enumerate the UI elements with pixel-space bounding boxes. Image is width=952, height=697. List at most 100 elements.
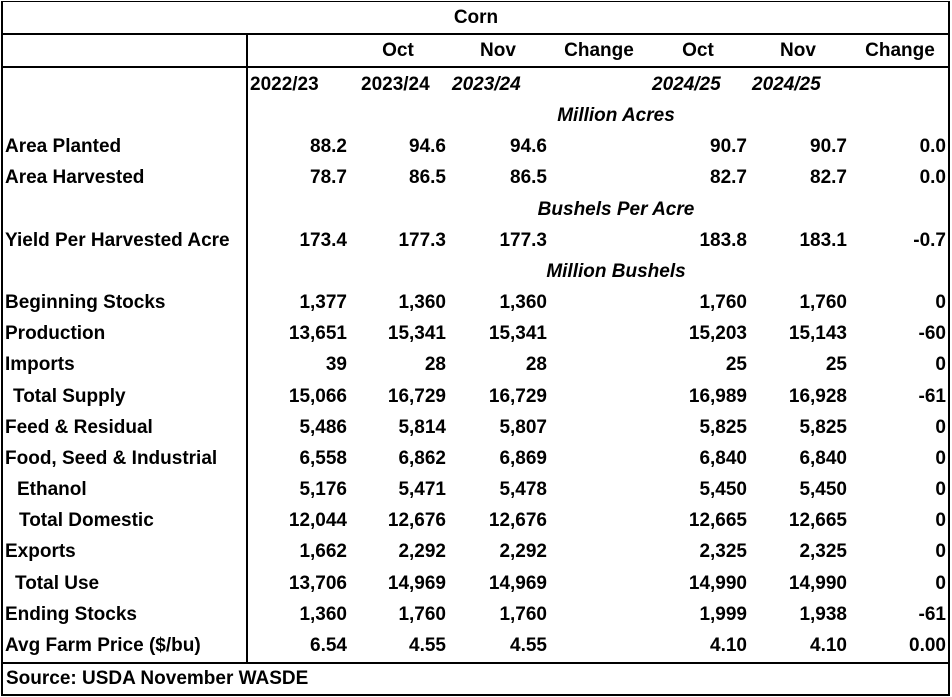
border [1,662,950,664]
cell-value: 5,176 [299,479,347,501]
column-month: Nov [780,40,816,61]
cell-value: 2,325 [799,541,847,563]
cell-value: 94.6 [409,136,446,158]
cell-value: 15,143 [788,323,847,345]
cell-value: 28 [424,354,446,376]
cell-value: 0 [935,572,946,594]
row-label: Total Use [15,572,100,594]
cell-value: 5,478 [499,479,547,501]
cell-value: 1,760 [499,603,547,625]
cell-value: 90.7 [710,136,747,158]
cell-value: 0.0 [919,136,946,158]
row-label: Ending Stocks [5,603,137,625]
cell-value: 0 [935,447,946,469]
cell-value: 173.4 [299,229,347,251]
cell-value: 12,676 [387,510,446,532]
cell-value: 6,869 [499,447,547,469]
row-label: Beginning Stocks [5,292,166,314]
border [1,694,950,696]
cell-value: 0 [935,292,946,314]
cell-value: 16,729 [387,385,446,407]
cell-value: 1,938 [799,603,847,625]
cell-value: 0 [935,354,946,376]
cell-value: 183.8 [699,229,747,251]
cell-value: 82.7 [710,167,747,189]
title: Corn [453,7,499,28]
cell-value: 12,044 [288,510,347,532]
cell-value: 16,729 [488,385,547,407]
cell-value: 1,377 [299,292,347,314]
column-month: Nov [480,40,516,61]
border [246,34,248,663]
cell-value: 1,760 [799,292,847,314]
cell-value: 28 [525,354,547,376]
cell-value: -60 [918,323,946,345]
cell-value: 16,989 [688,385,747,407]
cell-value: 1,360 [299,603,347,625]
row-label: Imports [5,354,75,376]
cell-value: 0 [935,541,946,563]
cell-value: 1,999 [699,603,747,625]
cell-value: 90.7 [810,136,847,158]
cell-value: 1,760 [699,292,747,314]
cell-value: 5,450 [799,479,847,501]
cell-value: 4.10 [810,634,847,656]
column-month: Oct [682,40,714,61]
cell-value: 82.7 [810,167,847,189]
row-label: Total Domestic [19,510,154,532]
cell-value: 5,825 [799,416,847,438]
cell-value: 94.6 [510,136,547,158]
row-label: Exports [5,541,76,563]
cell-value: 6,558 [299,447,347,469]
cell-value: 0 [935,479,946,501]
column-year: 2024/25 [752,74,821,95]
unit-label: Million Acres [557,105,675,126]
cell-value: 1,760 [398,603,446,625]
cell-value: -61 [918,603,946,625]
cell-value: 5,807 [499,416,547,438]
column-month: Change [564,40,634,61]
cell-value: 15,203 [688,323,747,345]
cell-value: 5,814 [398,416,446,438]
cell-value: 6.54 [310,634,347,656]
cell-value: 1,360 [499,292,547,314]
cell-value: 14,969 [387,572,446,594]
cell-value: 2,292 [499,541,547,563]
cell-value: 86.5 [510,167,547,189]
cell-value: 88.2 [310,136,347,158]
cell-value: 4.55 [409,634,446,656]
cell-value: 6,862 [398,447,446,469]
cell-value: 13,651 [288,323,347,345]
row-label: Area Harvested [5,167,145,189]
cell-value: 14,990 [788,572,847,594]
cell-value: 4.55 [510,634,547,656]
cell-value: 14,990 [688,572,747,594]
column-year: 2023/24 [361,74,430,95]
cell-value: 12,676 [488,510,547,532]
cell-value: -61 [918,385,946,407]
border [1,1,3,696]
cell-value: 13,706 [288,572,347,594]
row-label: Total Supply [13,385,126,407]
border [948,1,950,696]
border [1,33,950,35]
unit-label: Bushels Per Acre [537,198,695,220]
border [1,1,950,2]
source: Source: USDA November WASDE [6,668,309,689]
row-label: Feed & Residual [5,416,153,438]
border [1,66,950,68]
cell-value: 14,969 [488,572,547,594]
cell-value: 5,450 [699,479,747,501]
cell-value: 25 [725,354,747,376]
cell-value: 5,471 [398,479,446,501]
cell-value: 12,665 [688,510,747,532]
cell-value: 15,066 [288,385,347,407]
cell-value: 1,662 [299,541,347,563]
cell-value: -0.7 [913,229,946,251]
row-label: Production [5,323,106,345]
cell-value: 15,341 [488,323,547,345]
column-month: Change [865,40,935,61]
row-label: Area Planted [5,136,122,158]
unit-label: Million Bushels [546,260,686,282]
cell-value: 78.7 [310,167,347,189]
